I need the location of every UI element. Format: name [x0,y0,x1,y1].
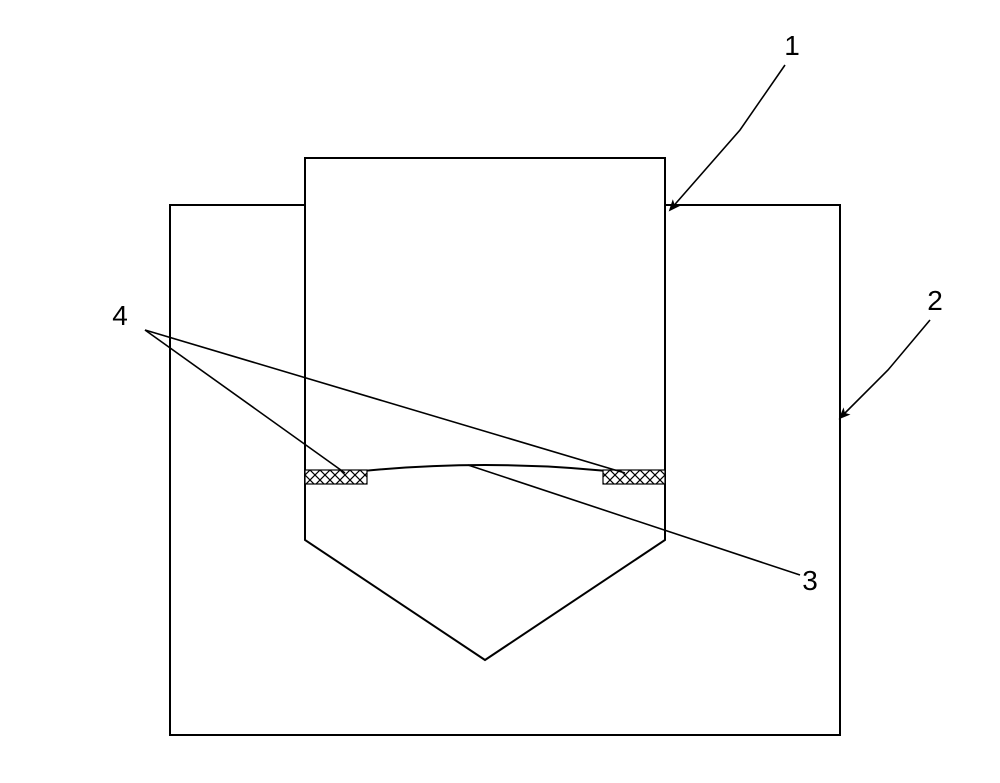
callout-label-4: 4 [112,300,128,331]
callout-label-2: 2 [927,285,943,316]
callout-line [840,320,930,418]
technical-diagram: 1 2 3 4 [0,0,1000,783]
callout-label-3: 3 [802,565,818,596]
hatched-strip-right [603,470,665,484]
callout-line [670,65,785,210]
hatched-strip-left [305,470,367,484]
callout-label-1: 1 [784,30,800,61]
